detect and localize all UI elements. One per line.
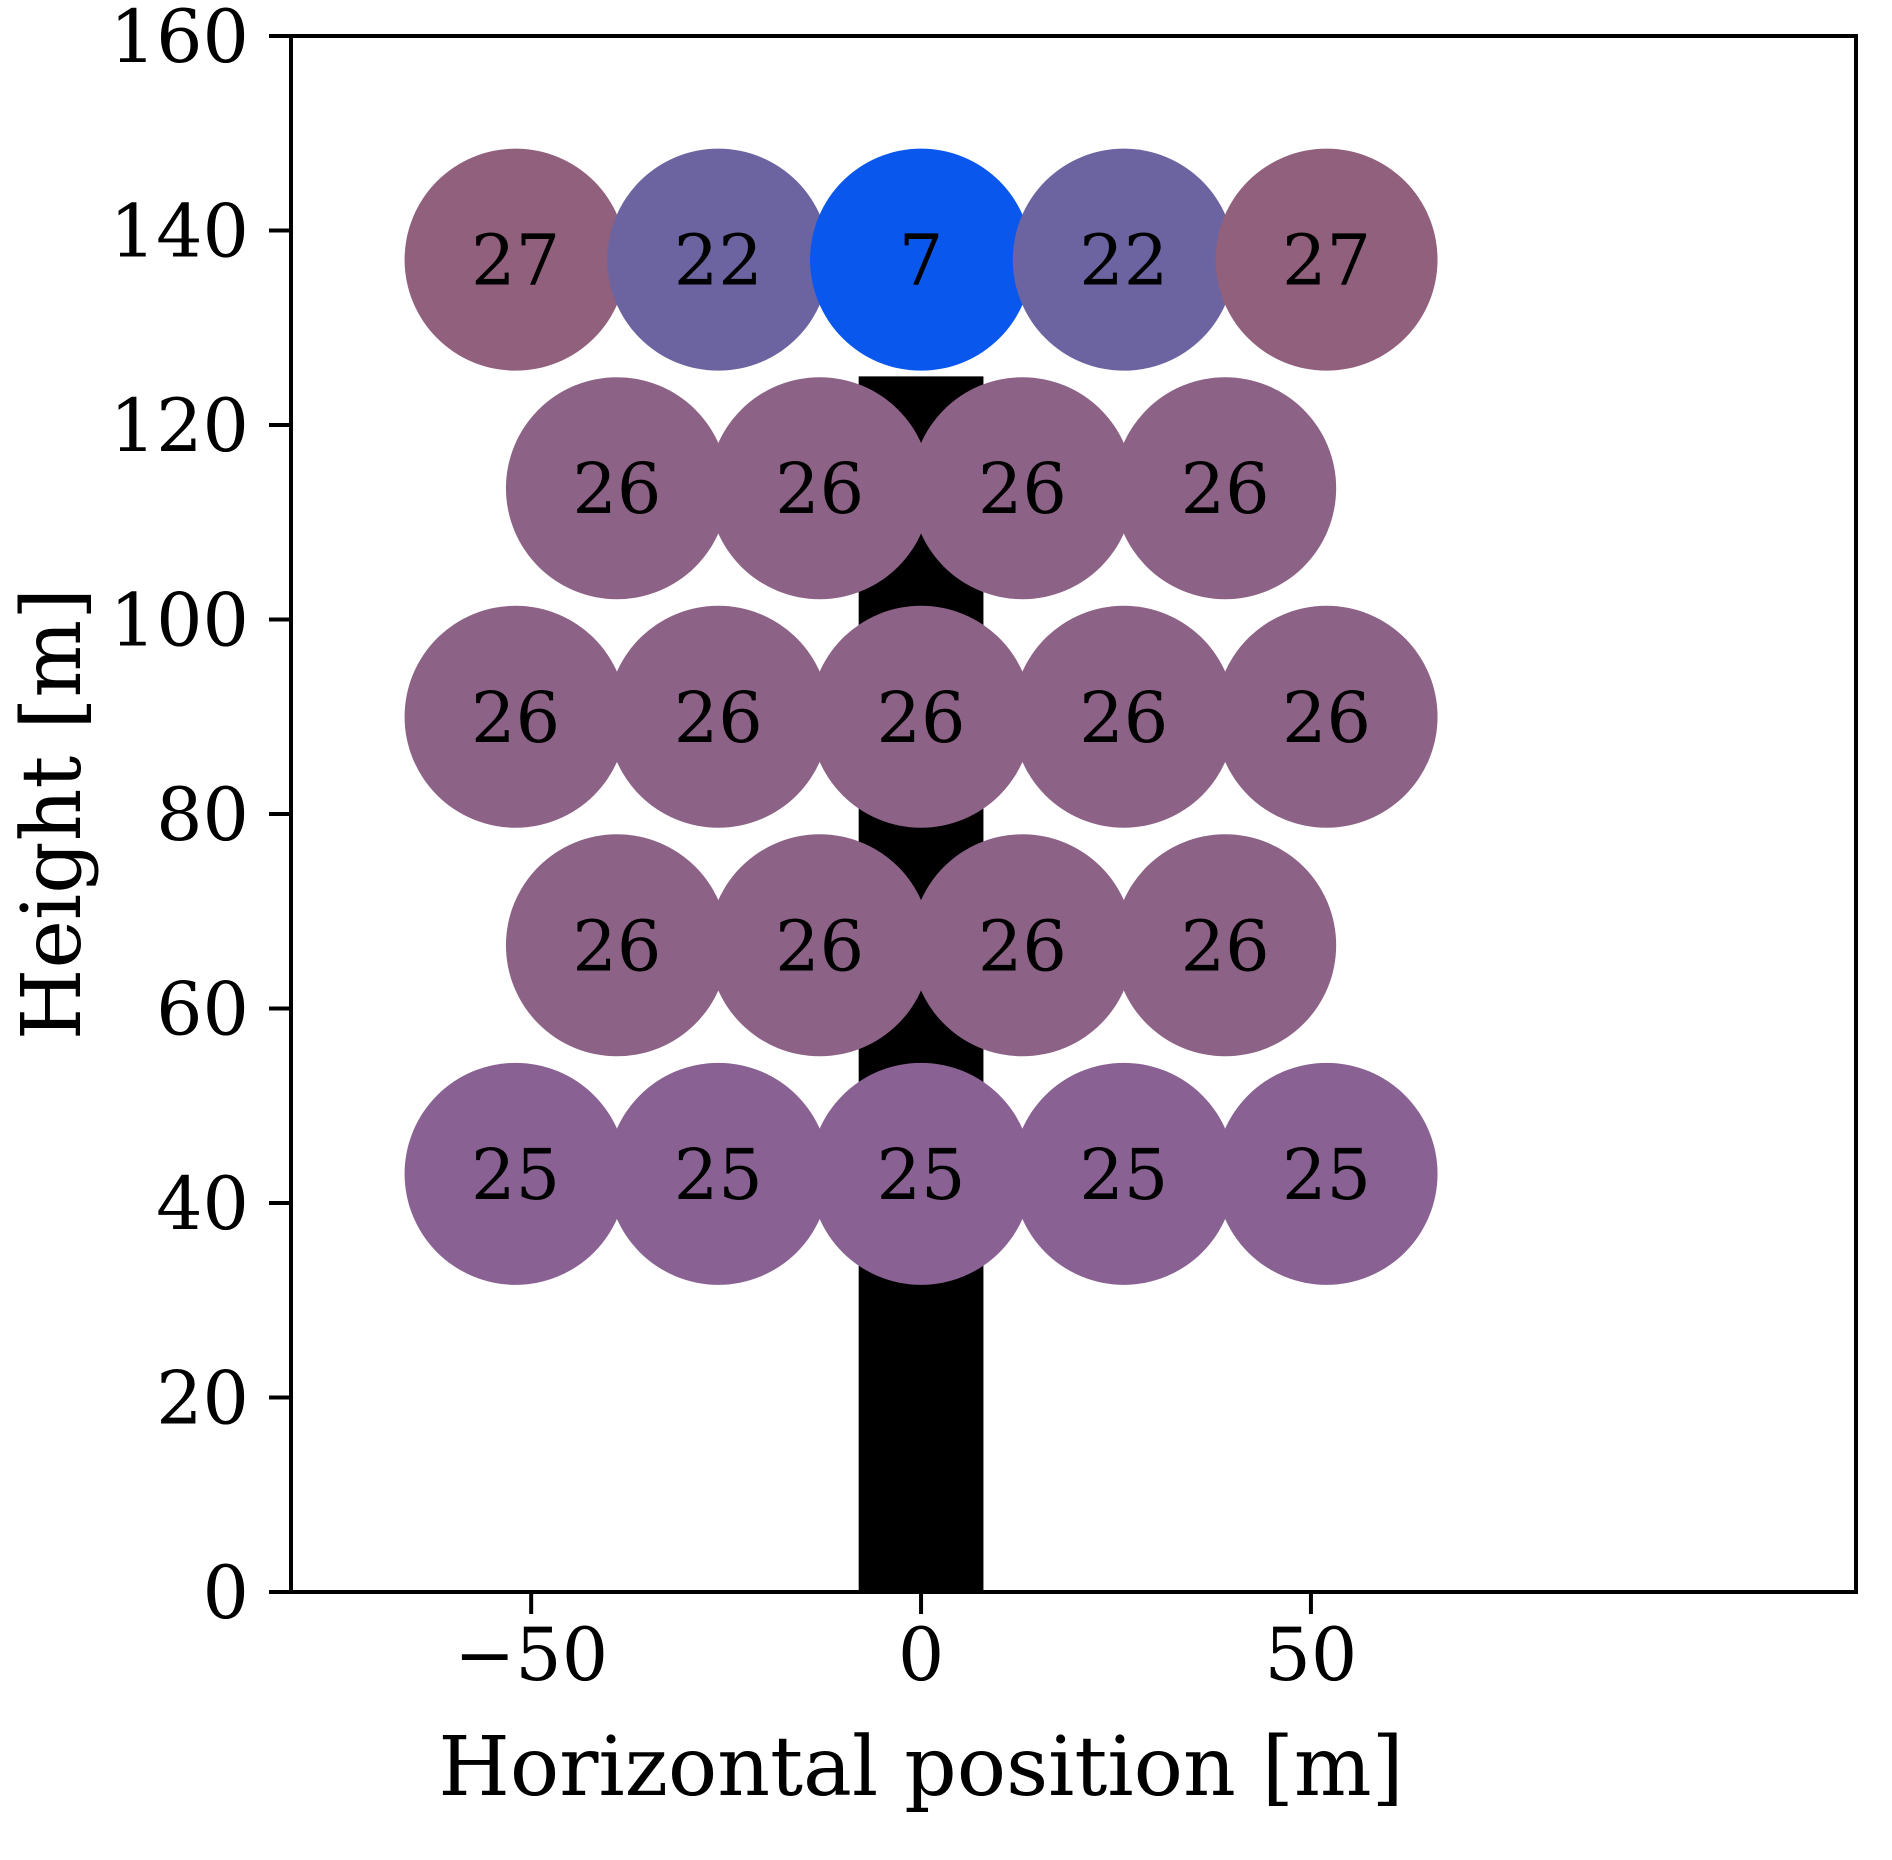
point-value-label: 26	[775, 905, 864, 987]
point-value-label: 7	[899, 220, 944, 302]
data-point-circle	[911, 834, 1134, 1057]
point-value-label: 22	[1079, 220, 1168, 302]
x-tick-label: 50	[1264, 1613, 1357, 1698]
data-point-circle	[1114, 377, 1337, 600]
x-axis-label: Horizontal position [m]	[438, 1720, 1403, 1815]
y-tick-label: 20	[156, 1357, 249, 1442]
data-point-circle	[1215, 1062, 1438, 1285]
data-point-circle	[1012, 1062, 1235, 1285]
point-value-label: 26	[877, 677, 966, 759]
data-point-circle	[607, 1062, 830, 1285]
data-point-circle	[1012, 148, 1235, 371]
x-tick-label: 0	[898, 1613, 944, 1698]
data-point-circle	[810, 148, 1033, 371]
point-value-label: 27	[1282, 220, 1371, 302]
point-value-label: 26	[1282, 677, 1371, 759]
point-value-label: 25	[877, 1134, 966, 1216]
point-value-label: 25	[1079, 1134, 1168, 1216]
point-value-label: 26	[572, 905, 661, 987]
y-tick-label: 80	[156, 773, 249, 858]
point-value-label: 26	[978, 448, 1067, 530]
y-tick-label: 100	[110, 579, 249, 664]
y-tick-label: 160	[110, 0, 249, 80]
point-value-label: 26	[471, 677, 560, 759]
data-point-circle	[1012, 605, 1235, 828]
point-value-label: 22	[674, 220, 763, 302]
data-point-circle	[1215, 148, 1438, 371]
data-point-circle	[810, 605, 1033, 828]
y-tick-label: 120	[110, 384, 249, 469]
data-point-circle	[404, 1062, 627, 1285]
data-point-circle	[607, 148, 830, 371]
data-point-circle	[505, 377, 728, 600]
point-value-label: 26	[775, 448, 864, 530]
x-tick-label: −50	[454, 1613, 608, 1698]
points-layer: 27 22 7 22 27 26 26 26 26 26 26 26 26 26 26 26 26 26 25 25 2…	[404, 148, 1438, 1285]
data-point-circle	[505, 834, 728, 1057]
data-point-circle	[404, 148, 627, 371]
point-value-label: 25	[471, 1134, 560, 1216]
ticks-layer: −50 0 50 0 20 40 60 80 100 120 140 160	[110, 0, 1358, 1698]
point-value-label: 25	[674, 1134, 763, 1216]
point-value-label: 26	[978, 905, 1067, 987]
y-tick-label: 0	[203, 1551, 249, 1636]
data-point-circle	[911, 377, 1134, 600]
data-point-circle	[708, 377, 931, 600]
point-value-label: 26	[572, 448, 661, 530]
data-point-circle	[404, 605, 627, 828]
y-tick-label: 40	[156, 1162, 249, 1247]
data-point-circle	[708, 834, 931, 1057]
data-point-circle	[607, 605, 830, 828]
y-tick-label: 140	[110, 190, 249, 275]
y-axis-label: Height [m]	[5, 588, 100, 1040]
point-value-label: 25	[1282, 1134, 1371, 1216]
data-point-circle	[1215, 605, 1438, 828]
point-value-label: 26	[1181, 905, 1270, 987]
point-value-label: 27	[471, 220, 560, 302]
data-point-circle	[810, 1062, 1033, 1285]
point-value-label: 26	[674, 677, 763, 759]
point-value-label: 26	[1181, 448, 1270, 530]
data-point-circle	[1114, 834, 1337, 1057]
point-value-label: 26	[1079, 677, 1168, 759]
y-tick-label: 60	[156, 968, 249, 1053]
